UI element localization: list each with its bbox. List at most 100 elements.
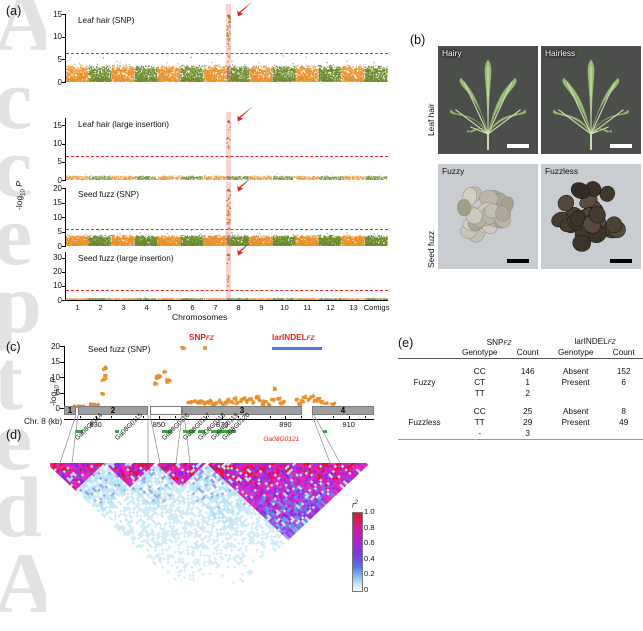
photo-label: Fuzzy xyxy=(442,166,464,176)
panel-a-tag: (a) xyxy=(6,4,21,18)
table-cell: Absent xyxy=(547,406,604,417)
panel-a-manhattan-plots: (a) -log10 P Chromosomes 0 5 10 15 Leaf hair… xyxy=(0,0,420,330)
gene-model xyxy=(162,430,172,433)
y-tick-mark xyxy=(62,14,66,15)
panel-d-axis-label: Chr. 8 (kb) xyxy=(24,417,62,426)
gene-model xyxy=(211,430,223,433)
table-cell: 1 xyxy=(508,377,547,388)
panel-c-y-tick: 5 xyxy=(38,388,60,397)
segment-gap xyxy=(150,406,182,415)
chromosome-segment xyxy=(312,406,374,415)
panel-c-y-tick: 20 xyxy=(38,342,60,351)
panel-c-tag: (c) xyxy=(6,340,21,354)
kb-minor-tick xyxy=(269,416,271,418)
group-header-snp: SNPFZ xyxy=(451,336,547,347)
chromosome-segment xyxy=(182,406,302,415)
chromosome-tick-label: 6 xyxy=(175,303,211,312)
ld-heatmap xyxy=(48,461,369,616)
table-cell xyxy=(547,428,604,440)
photo-hairless: Hairless xyxy=(541,46,641,154)
legend-larindel-fz: larINDELFZ xyxy=(272,333,314,342)
chromosome-tick-label: Contigs xyxy=(359,303,395,312)
chromosome-tick-label: 1 xyxy=(60,303,96,312)
seed-fuzz-side-label: Seed fuzz xyxy=(426,231,436,268)
table-cell: 152 xyxy=(604,366,643,377)
kb-tick-mark xyxy=(285,416,287,419)
peak-arrow-icon xyxy=(232,0,254,17)
gene-label: Ga08G0115 xyxy=(114,412,144,442)
y-tick-mark xyxy=(62,257,66,259)
chromosome-tick-label: 10 xyxy=(267,303,303,312)
y-tick-mark xyxy=(62,285,66,287)
y-axis-line xyxy=(65,14,67,82)
y-tick-mark xyxy=(62,300,66,301)
chromosome-tick-label: 12 xyxy=(313,303,349,312)
peak-highlight-band xyxy=(226,112,232,180)
photo-fuzzy: Fuzzy xyxy=(438,164,538,269)
panel-e-tag: (e) xyxy=(398,336,413,350)
panel-c-y-tick: 0 xyxy=(38,404,60,413)
y-tick-label: 0 xyxy=(40,242,62,251)
chromosome-tick-label: 7 xyxy=(198,303,234,312)
y-tick-label: 15 xyxy=(40,198,62,207)
legend-snp-marker xyxy=(203,346,207,350)
kb-minor-tick xyxy=(237,416,239,418)
peak-arrow-icon xyxy=(232,105,254,122)
gene-model xyxy=(75,430,83,433)
track-title: Leaf hair (large insertion) xyxy=(78,120,169,129)
chromosome-tick-label: 5 xyxy=(152,303,188,312)
ld-legend-tick: 0.6 xyxy=(364,538,375,547)
y-tick-mark xyxy=(62,125,66,127)
segment-number: 3 xyxy=(232,406,252,415)
leaf-hair-side-label: Leaf hair xyxy=(426,103,436,136)
table-cell xyxy=(547,388,604,399)
kb-tick-label: 850 xyxy=(147,420,171,429)
y-tick-label: 20 xyxy=(40,184,62,193)
kb-minor-tick xyxy=(143,416,145,418)
manhattan-track xyxy=(62,182,388,247)
panel-c-y-axis xyxy=(64,346,66,408)
chromosome-tick-label: 3 xyxy=(106,303,142,312)
panel-c-regional-plot: (c) Seed fuzz (SNP) -log10 P SNPFZ larIN… xyxy=(0,333,400,424)
ld-legend-gradient xyxy=(352,512,363,592)
table-cell: CC xyxy=(451,406,508,417)
y-tick-label: 10 xyxy=(40,213,62,222)
table-row: Fuzzy CT 1 Present 6 xyxy=(398,377,643,388)
panel-a-ylabel: -log10 P xyxy=(14,181,27,210)
panel-c-y-tick-mark xyxy=(60,377,64,378)
kb-minor-tick xyxy=(79,416,81,418)
y-tick-mark xyxy=(62,271,66,273)
ld-legend-tick: 0 xyxy=(364,585,368,594)
significance-threshold-line xyxy=(66,290,388,292)
track-title: Leaf hair (SNP) xyxy=(78,16,134,25)
significance-threshold-line xyxy=(66,52,388,54)
y-tick-label: 15 xyxy=(40,10,62,19)
chromosome-tick-label: 4 xyxy=(129,303,165,312)
table-cell xyxy=(604,388,643,399)
photo-label: Hairless xyxy=(545,48,575,58)
y-tick-label: 10 xyxy=(40,32,62,41)
table-row: Fuzzless TT 29 Present 49 xyxy=(398,417,643,428)
y-tick-label: 0 xyxy=(40,296,62,305)
y-tick-mark xyxy=(62,246,66,247)
significance-threshold-line xyxy=(66,155,388,157)
legend-larindel-marker xyxy=(272,347,322,350)
ld-legend-tick: 0.8 xyxy=(364,523,375,532)
scale-bar xyxy=(507,259,529,263)
scatter-points xyxy=(66,188,388,246)
gene-label: Ga08G0121 xyxy=(263,436,299,443)
y-tick-label: 30 xyxy=(40,253,62,262)
table-cell: TT xyxy=(451,417,508,428)
genotype-count-table: SNPFZ larINDELFZ Genotype Count Genotype Coun… xyxy=(398,336,643,440)
table-cell: Absent xyxy=(547,366,604,377)
table-cell: CT xyxy=(451,377,508,388)
ld-legend-tick: 0.4 xyxy=(364,554,375,563)
scatter-points xyxy=(66,253,388,300)
y-axis-line xyxy=(65,118,67,180)
table-cell: TT xyxy=(451,388,508,399)
chromosome-tick-label: 11 xyxy=(290,303,326,312)
leaf-photo-row: Hairy Hairless xyxy=(438,46,641,154)
legend-snp-fz: SNPFZ xyxy=(189,333,214,342)
significance-threshold-line xyxy=(66,228,388,230)
column-header: Genotype xyxy=(547,347,604,359)
